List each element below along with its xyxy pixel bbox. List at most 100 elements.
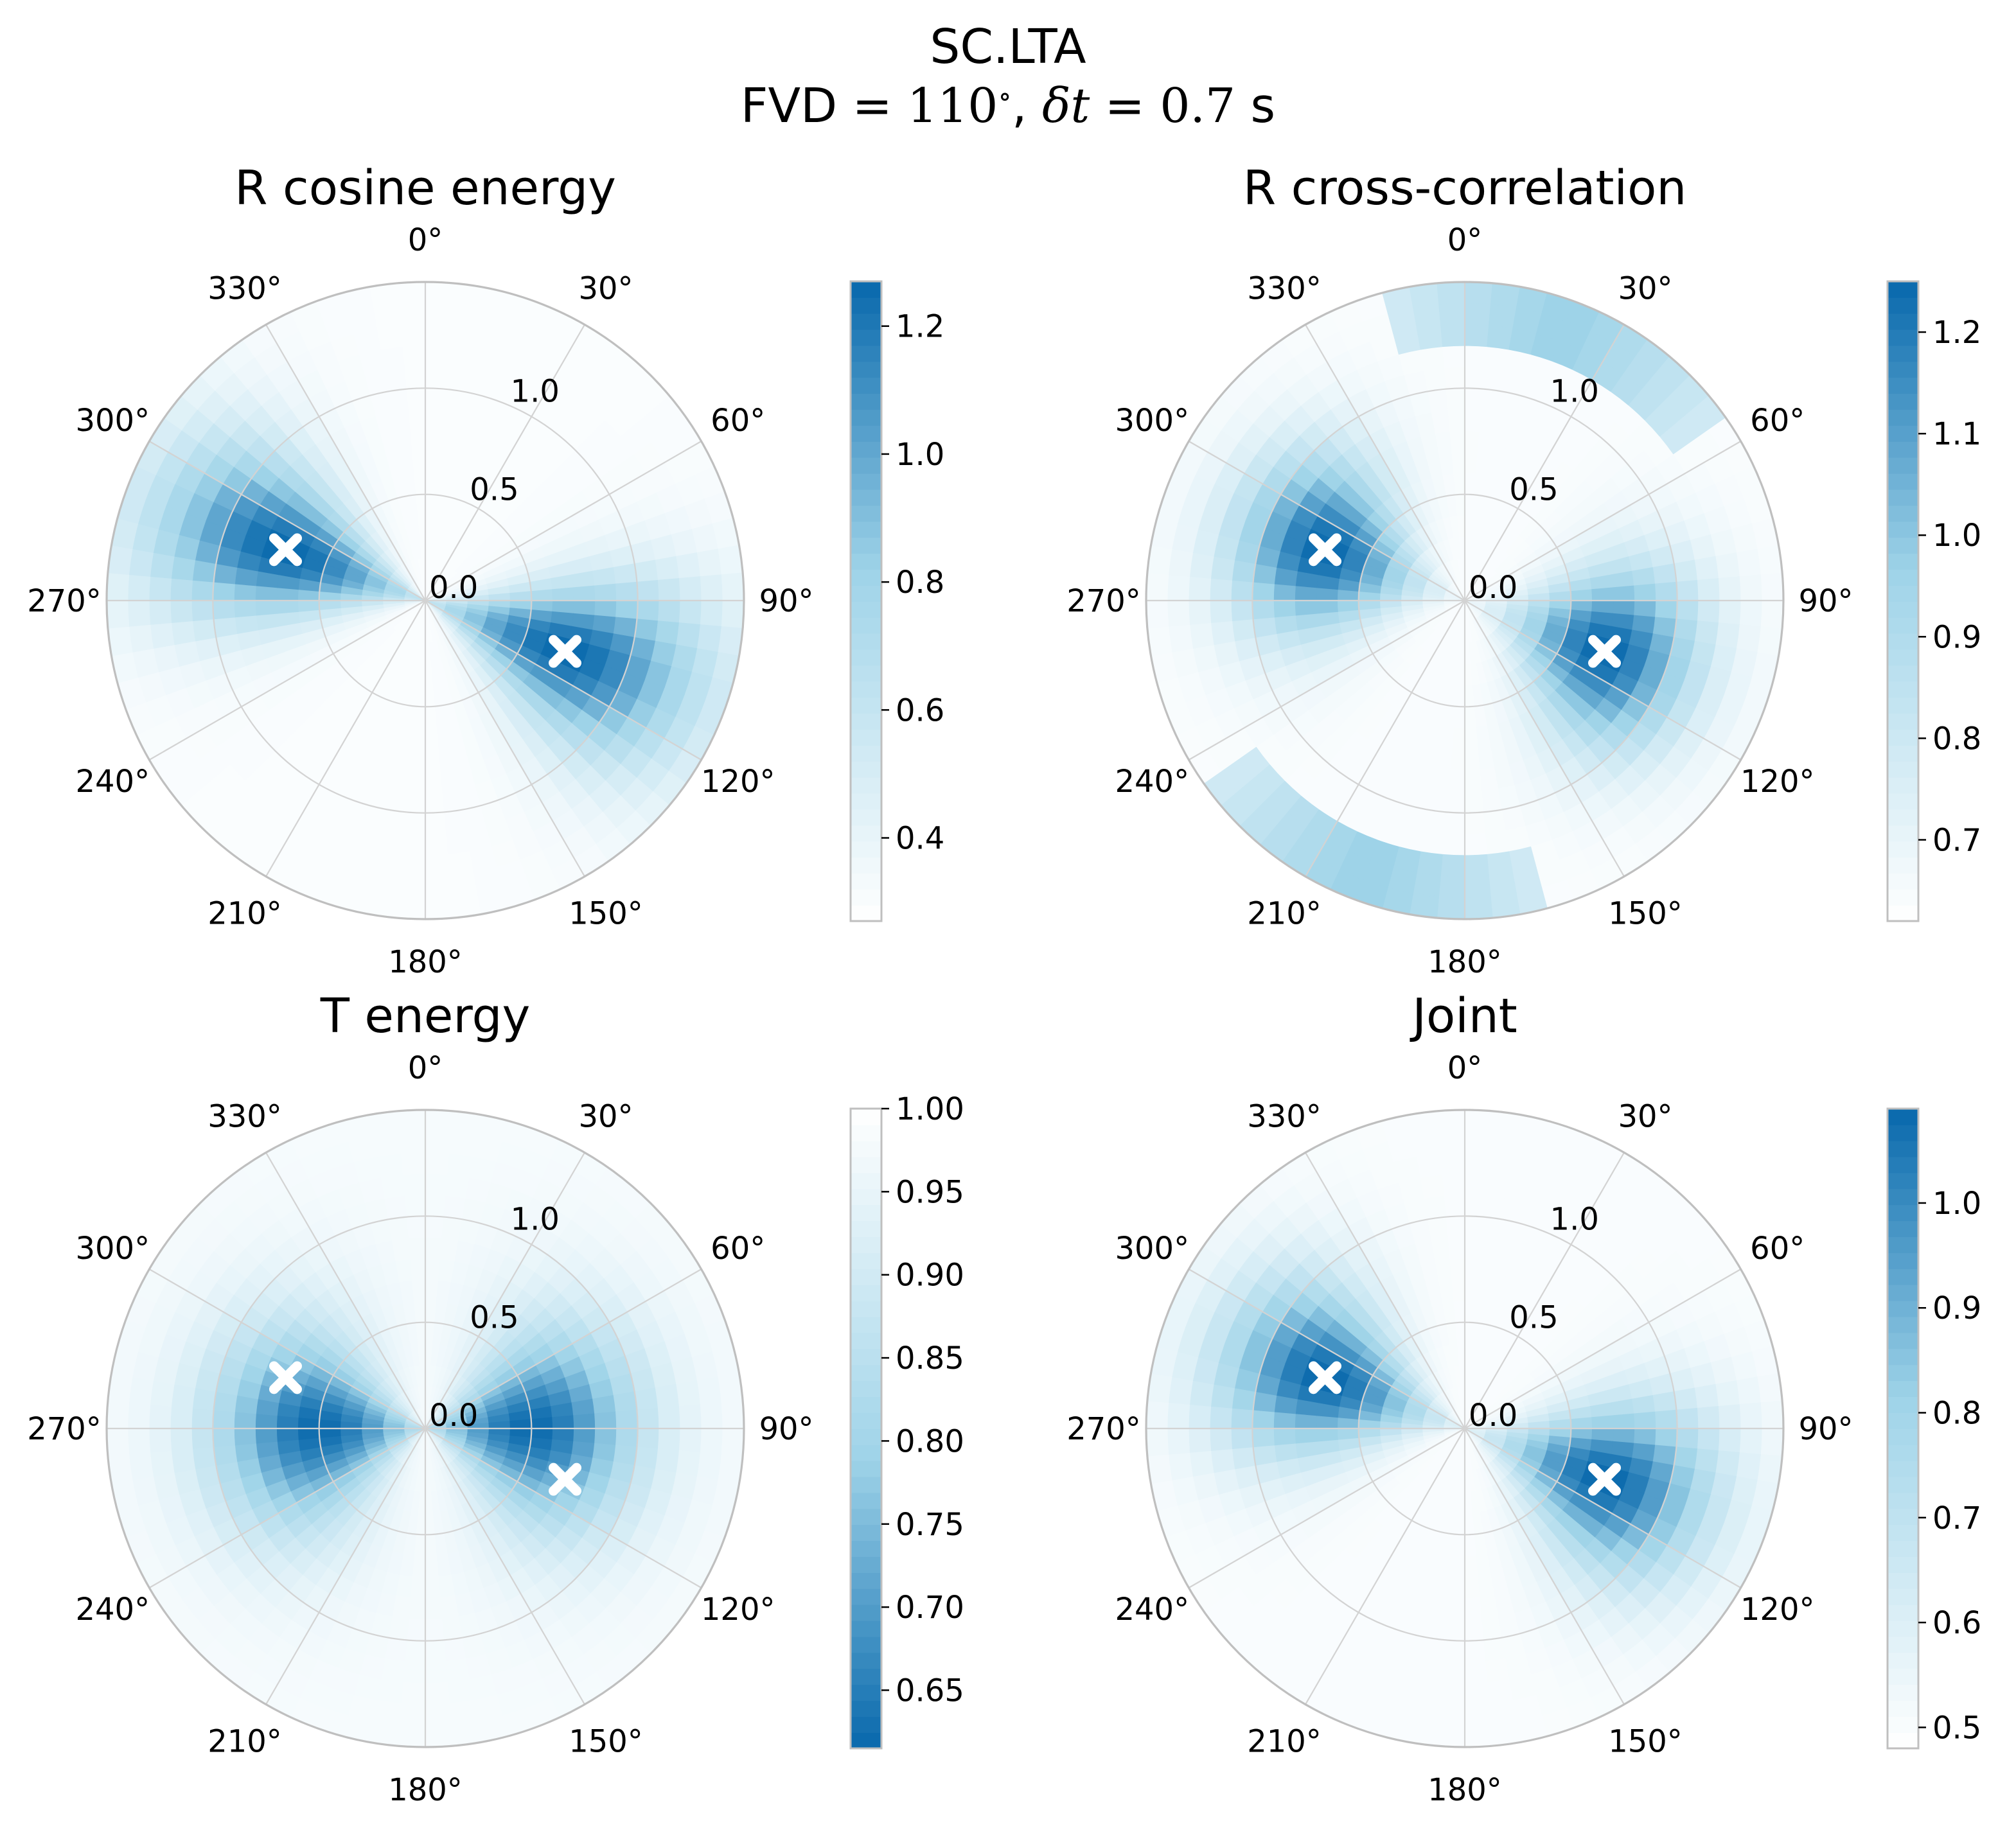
theta-tick-label: 330°	[208, 1098, 282, 1134]
heatmap-cell	[678, 1428, 702, 1453]
colorbar-segment	[1888, 793, 1918, 810]
heatmap-cell	[1464, 1724, 1493, 1748]
colorbar-segment	[851, 473, 881, 490]
heatmap-cell	[233, 600, 256, 618]
theta-tick-label: 120°	[701, 764, 775, 800]
colorbar: 0.650.700.750.800.850.900.951.00	[849, 1091, 964, 1750]
colorbar-segment	[1888, 1572, 1918, 1589]
theta-tick-label: 270°	[1066, 583, 1141, 619]
heatmap-cell	[1449, 1258, 1465, 1281]
heatmap-cell	[700, 1402, 723, 1429]
theta-tick-label: 330°	[1247, 270, 1322, 306]
colorbar-segment	[851, 1636, 881, 1653]
heatmap-cell	[408, 769, 426, 793]
heatmap-cell	[1464, 1555, 1478, 1578]
colorbar-segment	[1888, 1188, 1918, 1206]
colorbar-segment	[1888, 441, 1918, 458]
colorbar-segment	[851, 1348, 881, 1366]
heatmap-cell	[425, 1534, 437, 1556]
colorbar-segment	[1888, 1300, 1918, 1317]
heatmap-cell	[700, 600, 723, 627]
heatmap-cell	[1189, 1450, 1214, 1477]
heatmap-cell	[573, 1413, 596, 1429]
heatmap-cell	[127, 1402, 151, 1429]
colorbar-segment	[851, 585, 881, 602]
colorbar-tick-label: 0.8	[896, 565, 944, 601]
angular-gridline	[148, 441, 426, 601]
colorbar-segment	[851, 377, 881, 394]
heatmap-cell	[655, 1448, 680, 1473]
heatmap-cell	[416, 1322, 426, 1344]
heatmap-cell	[594, 1411, 617, 1429]
colorbar-segment	[1888, 1316, 1918, 1333]
heatmap-cell	[1739, 1402, 1763, 1429]
heatmap-cell	[150, 552, 175, 579]
heatmap-cell	[148, 1428, 172, 1453]
heatmap-cell	[1464, 685, 1474, 707]
subtitle-prefix: FVD =	[740, 78, 908, 134]
heatmap-cell	[1438, 1130, 1465, 1154]
heatmap-cell	[636, 600, 660, 622]
heatmap-cell	[1634, 1411, 1657, 1429]
heatmap-cell	[1485, 1658, 1510, 1683]
heatmap-cell	[1209, 1428, 1233, 1452]
colorbar-tick-label: 0.90	[896, 1258, 964, 1294]
heatmap-cell	[425, 1597, 443, 1621]
heatmap-cell	[1230, 1407, 1254, 1429]
heatmap-cell	[1676, 579, 1699, 601]
heatmap-cell	[1253, 617, 1277, 638]
heatmap-cell	[1428, 389, 1449, 413]
colorbar-segment	[1888, 1412, 1918, 1429]
heatmap-cell	[1416, 1153, 1443, 1178]
heatmap-cell	[657, 577, 681, 601]
heatmap-cell	[425, 791, 445, 814]
r-tick-label: 0.5	[470, 1299, 518, 1335]
heatmap-cell	[1464, 1130, 1491, 1154]
heatmap-cell	[1489, 1132, 1517, 1157]
heatmap-cell	[127, 574, 151, 601]
theta-tick-label: 150°	[569, 1724, 643, 1760]
heatmap-cell	[410, 748, 426, 771]
heatmap-cell	[1464, 1236, 1482, 1260]
heatmap-cell	[404, 811, 426, 835]
colorbar: 0.40.60.81.01.2	[849, 280, 944, 922]
heatmap-cell	[1736, 549, 1762, 577]
colorbar-segment	[851, 1588, 881, 1605]
heatmap-cell	[1442, 1660, 1465, 1684]
heatmap-cell	[397, 1109, 426, 1133]
heatmap-cell	[384, 1195, 407, 1220]
heatmap-cell	[128, 1376, 154, 1405]
heatmap-cell	[696, 1452, 722, 1481]
heatmap-cell	[255, 1428, 278, 1444]
heatmap-cell	[1464, 409, 1482, 432]
colorbar-tick-label: 1.0	[1932, 518, 1981, 554]
heatmap-cell	[443, 1637, 466, 1662]
heatmap-cell	[319, 600, 341, 610]
heatmap-cell	[276, 1415, 299, 1429]
heatmap-cell	[573, 600, 596, 616]
dt-value: 0.7	[1160, 78, 1236, 134]
heatmap-cell	[402, 345, 426, 369]
angular-gridline	[265, 600, 426, 877]
colorbar-segment	[1888, 1700, 1918, 1717]
heatmap-cell	[1715, 1450, 1740, 1477]
heatmap-cell	[657, 1428, 681, 1452]
heatmap-cell	[1273, 600, 1296, 618]
theta-tick-label: 180°	[388, 944, 463, 980]
heatmap-cell	[531, 1417, 553, 1429]
heatmap-cell	[1613, 1428, 1635, 1444]
heatmap-cell	[1464, 875, 1491, 899]
heatmap-cell	[191, 600, 215, 622]
colorbar-tick-label: 0.6	[1932, 1605, 1981, 1641]
figure-title: SC.LTA	[930, 19, 1086, 75]
heatmap-cell	[397, 281, 426, 305]
heatmap-cell	[401, 324, 426, 347]
colorbar-segment	[1888, 1556, 1918, 1573]
heatmap-cell	[636, 1407, 660, 1429]
heatmap-cell	[128, 549, 154, 577]
colorbar-segment	[1888, 1604, 1918, 1621]
colorbar-segment	[1888, 857, 1918, 874]
heatmap-cell	[1674, 559, 1698, 583]
colorbar-tick-label: 1.0	[1932, 1186, 1981, 1222]
colorbar-tick-label: 0.85	[896, 1340, 964, 1376]
